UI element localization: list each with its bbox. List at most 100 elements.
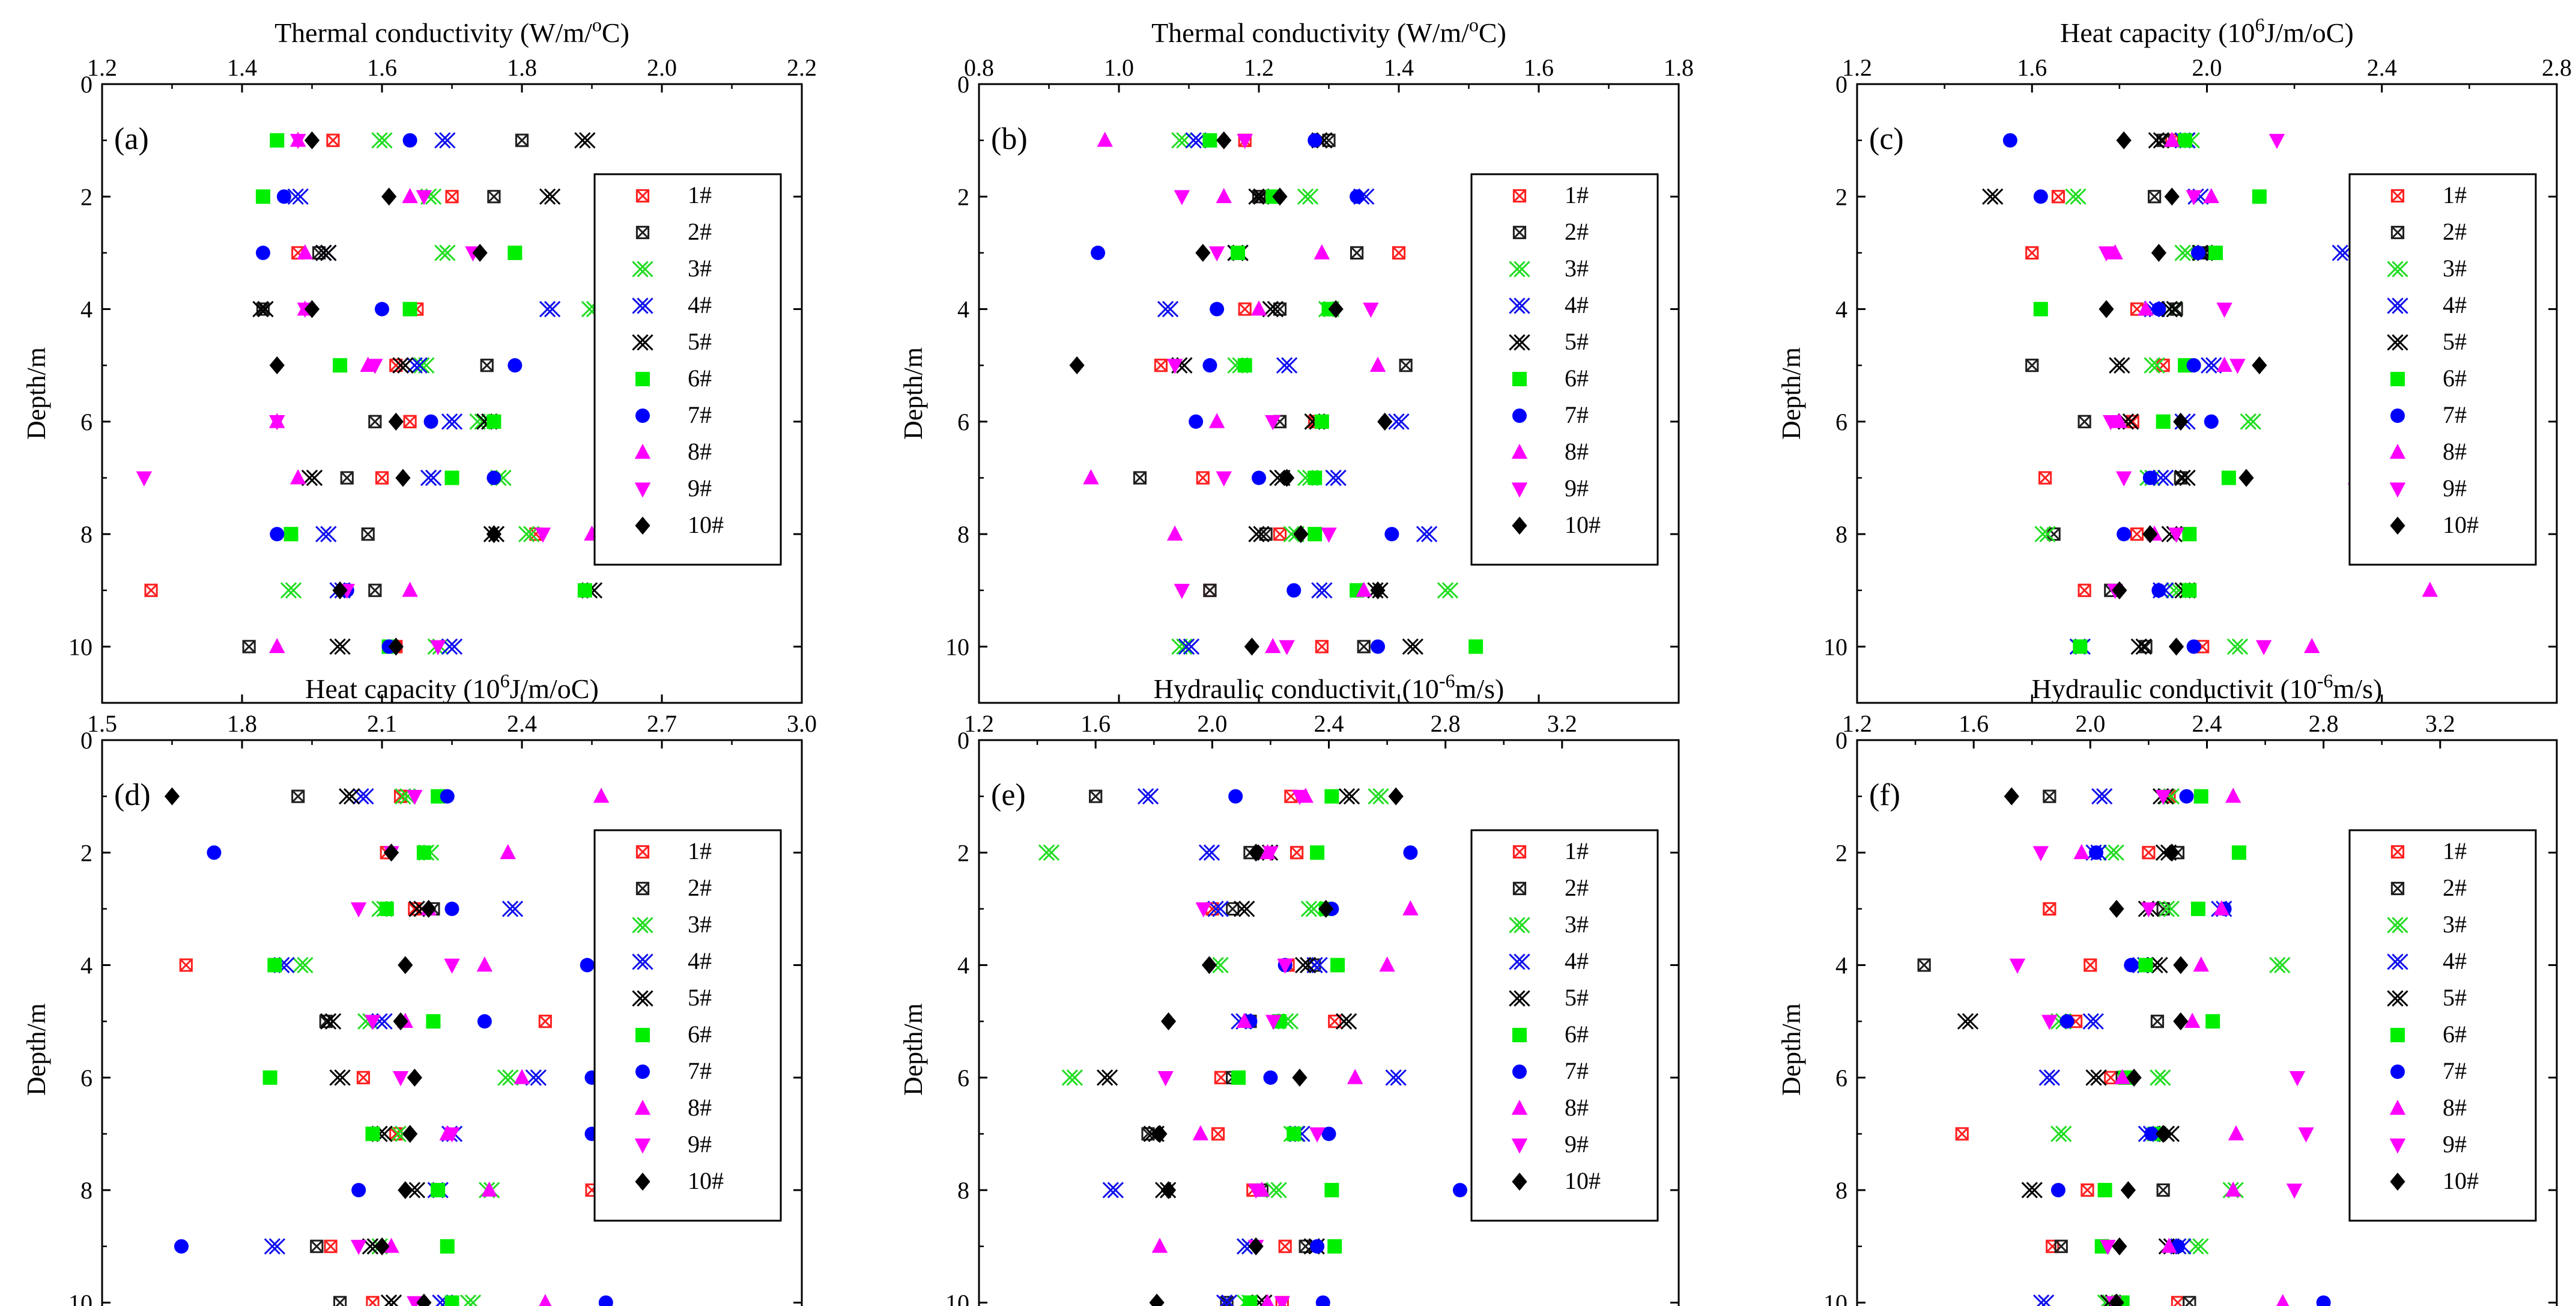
data-point [2238,469,2254,487]
data-point [2190,901,2205,916]
data-point [1149,1293,1165,1306]
data-point [598,1295,613,1306]
series-6 [262,789,459,1306]
axis-title: Thermal conductivity (W/m/oC) [1151,14,1506,48]
legend-label: 6# [2443,1021,2467,1048]
data-point [2082,1013,2104,1030]
data-point [380,1294,402,1306]
data-point [2109,1293,2124,1306]
legend-marker [1512,372,1527,386]
data-point [1388,413,1410,430]
data-point [338,788,360,805]
data-point [2114,1069,2130,1084]
legend: 1# 2# 3# 4# 5# 6# 7# 8# 9# 10# [593,829,782,1222]
x-tick-label: 1.8 [507,54,537,81]
data-point [2109,357,2130,374]
series-8 [383,788,610,1306]
x-tick-label: 1.2 [87,54,117,81]
data-point [1306,956,1328,974]
data-point [1083,469,1099,485]
data-point [539,1293,552,1306]
data-point [2213,900,2229,916]
data-point [1369,356,1386,372]
data-point [1174,190,1190,205]
data-point [1276,357,1298,374]
legend-marker [634,1138,651,1154]
x-tick-label: 2.0 [2075,710,2105,737]
legend-marker [1511,1099,1528,1115]
data-point [2229,359,2246,374]
data-point [577,583,592,598]
legend-marker [1512,409,1527,423]
data-point [2205,1014,2220,1029]
data-point [1321,527,1337,543]
legend-label: 8# [688,1094,712,1121]
data-point [1089,789,1103,803]
series-3 [2050,788,2291,1306]
data-point [2050,1125,2072,1143]
data-point [1152,1125,1168,1143]
data-point [2107,244,2123,260]
data-point [539,300,561,318]
data-point [1250,300,1267,316]
series-9 [1157,789,1326,1306]
x-tick-label: 2.8 [2309,710,2339,737]
data-point [398,1181,413,1200]
data-point [2033,302,2048,317]
data-point [1308,527,1323,542]
legend-label: 1# [2443,181,2467,208]
data-point [2179,789,2194,804]
data-point [444,901,459,916]
legend-label: 4# [688,291,712,318]
data-point [508,245,523,260]
data-point [502,901,524,917]
data-point [179,958,193,972]
series-1 [1154,133,1406,654]
axis-title: Thermal conductivity (W/m/oC) [274,14,629,48]
legend-marker [632,334,653,351]
data-point [2182,583,2197,598]
y-axis-label: Depth/m [22,1003,51,1096]
data-point [329,1069,351,1086]
data-point [269,356,285,375]
legend-label: 8# [688,438,712,465]
series-2 [242,133,529,654]
data-point [416,190,432,205]
data-point [304,300,320,318]
legend-marker [2387,334,2408,351]
data-point [1211,1127,1225,1141]
data-point [2276,1293,2290,1306]
legend: 1# 2# 3# 4# 5# 6# 7# 8# 9# 10# [2348,829,2537,1222]
data-point [2193,956,2209,972]
data-point [2161,1238,2177,1253]
data-point [434,244,456,261]
legend-label: 7# [688,401,712,428]
x-tick-label: 1.6 [1959,710,1989,737]
legend-label: 7# [688,1057,712,1084]
legend-marker [1509,261,1530,278]
data-point [1261,1293,1274,1306]
legend-label: 10# [1565,511,1601,538]
data-point [1231,1070,1246,1085]
data-point [255,245,270,260]
data-point [2184,1012,2201,1028]
legend-marker [1512,881,1527,896]
data-point [1157,1071,1174,1087]
legend-marker [2390,409,2405,423]
legend-marker [1512,845,1527,859]
legend-label: 8# [1565,1094,1589,1121]
data-point [2142,470,2157,485]
data-point [1265,415,1281,431]
data-point [329,638,351,655]
data-point [1291,789,1308,806]
legend-label: 6# [688,1021,712,1048]
data-point [2316,1295,2331,1306]
data-point [383,843,399,862]
data-point [420,469,442,487]
legend-label: 4# [2443,947,2467,974]
data-point [538,1015,552,1028]
legend-marker [2387,917,2408,934]
data-point [1216,187,1232,204]
data-point [326,133,340,147]
data-point [2174,244,2196,261]
